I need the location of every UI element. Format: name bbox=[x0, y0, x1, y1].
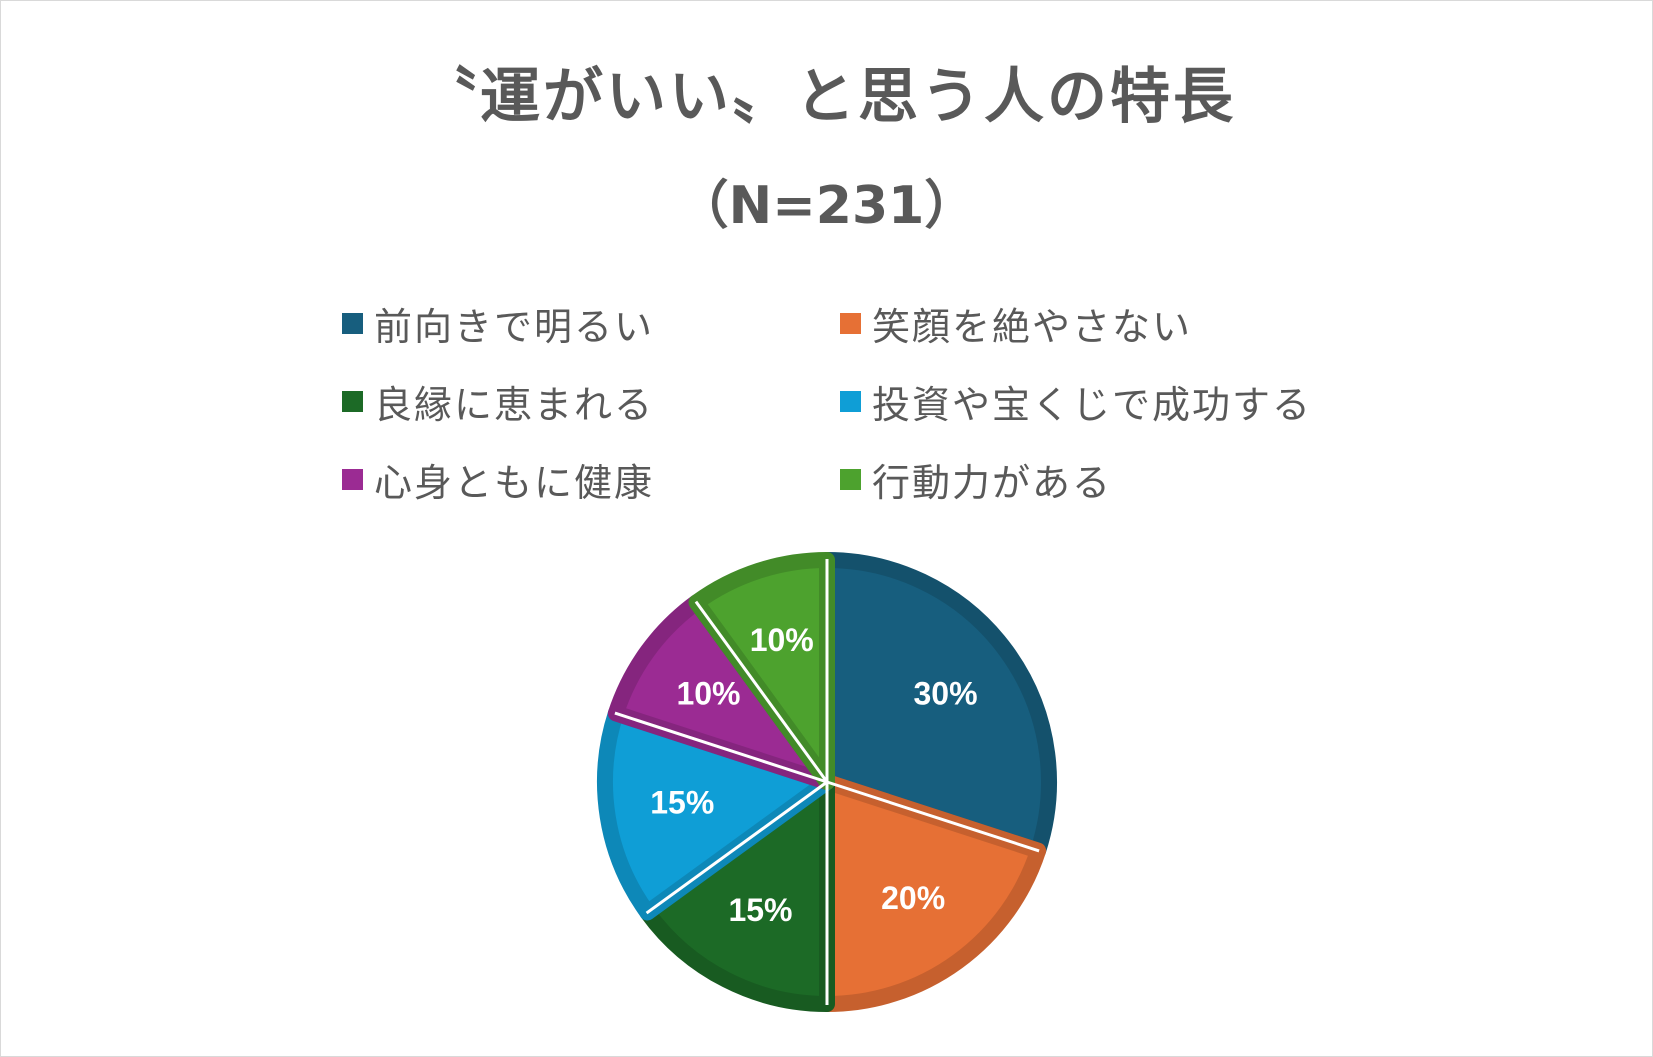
legend-item: 心身ともに健康 bbox=[342, 452, 654, 507]
legend-label: 良縁に恵まれる bbox=[374, 383, 655, 427]
pie-slice bbox=[688, 552, 835, 790]
pie-data-labels: 30% 20% 15% 15% 10% 10% bbox=[650, 622, 977, 928]
legend-item: 笑顔を絶やさない bbox=[840, 296, 1192, 351]
chart-title: 〝運がいい〟と思う人の特長 bbox=[417, 62, 1236, 132]
slice-separator bbox=[614, 711, 828, 784]
legend-label: 投資や宝くじで成功する bbox=[872, 383, 1313, 427]
pie-data-label: 20% bbox=[881, 880, 945, 916]
pie-slice bbox=[639, 774, 835, 1012]
pie-data-label: 15% bbox=[728, 892, 792, 928]
pie-slices bbox=[597, 552, 1057, 1012]
pie-data-label: 10% bbox=[676, 675, 740, 711]
pie-slice bbox=[819, 552, 1057, 859]
slice-separator bbox=[645, 780, 828, 915]
legend-swatch bbox=[342, 391, 363, 412]
slice-separator bbox=[694, 600, 829, 783]
legend-item: 行動力がある bbox=[840, 452, 1112, 507]
legend-swatch bbox=[840, 469, 861, 490]
pie-data-label: 10% bbox=[750, 622, 814, 658]
legend-label: 行動力がある bbox=[872, 461, 1113, 505]
pie-slice bbox=[597, 705, 835, 921]
legend-item: 前向きで明るい bbox=[342, 296, 654, 351]
legend-swatch bbox=[840, 313, 861, 334]
pie-data-label: 15% bbox=[650, 784, 714, 820]
pie-slice bbox=[819, 774, 1047, 1012]
chart-subtitle: （N=231） bbox=[676, 176, 977, 236]
legend-label: 笑顔を絶やさない bbox=[872, 305, 1193, 349]
legend-item: 投資や宝くじで成功する bbox=[840, 374, 1312, 429]
legend-item: 良縁に恵まれる bbox=[342, 374, 654, 429]
slice-separator bbox=[826, 780, 1040, 853]
legend-swatch bbox=[840, 391, 861, 412]
legend-swatch bbox=[342, 313, 363, 334]
legend-label: 前向きで明るい bbox=[374, 305, 655, 349]
pie-data-label: 30% bbox=[914, 675, 978, 711]
legend-label: 心身ともに健康 bbox=[374, 461, 655, 505]
legend-swatch bbox=[342, 469, 363, 490]
chart-legend: 前向きで明るい 笑顔を絶やさない 良縁に恵まれる 投資や宝くじで成功する 心身と… bbox=[0, 0, 1653, 520]
